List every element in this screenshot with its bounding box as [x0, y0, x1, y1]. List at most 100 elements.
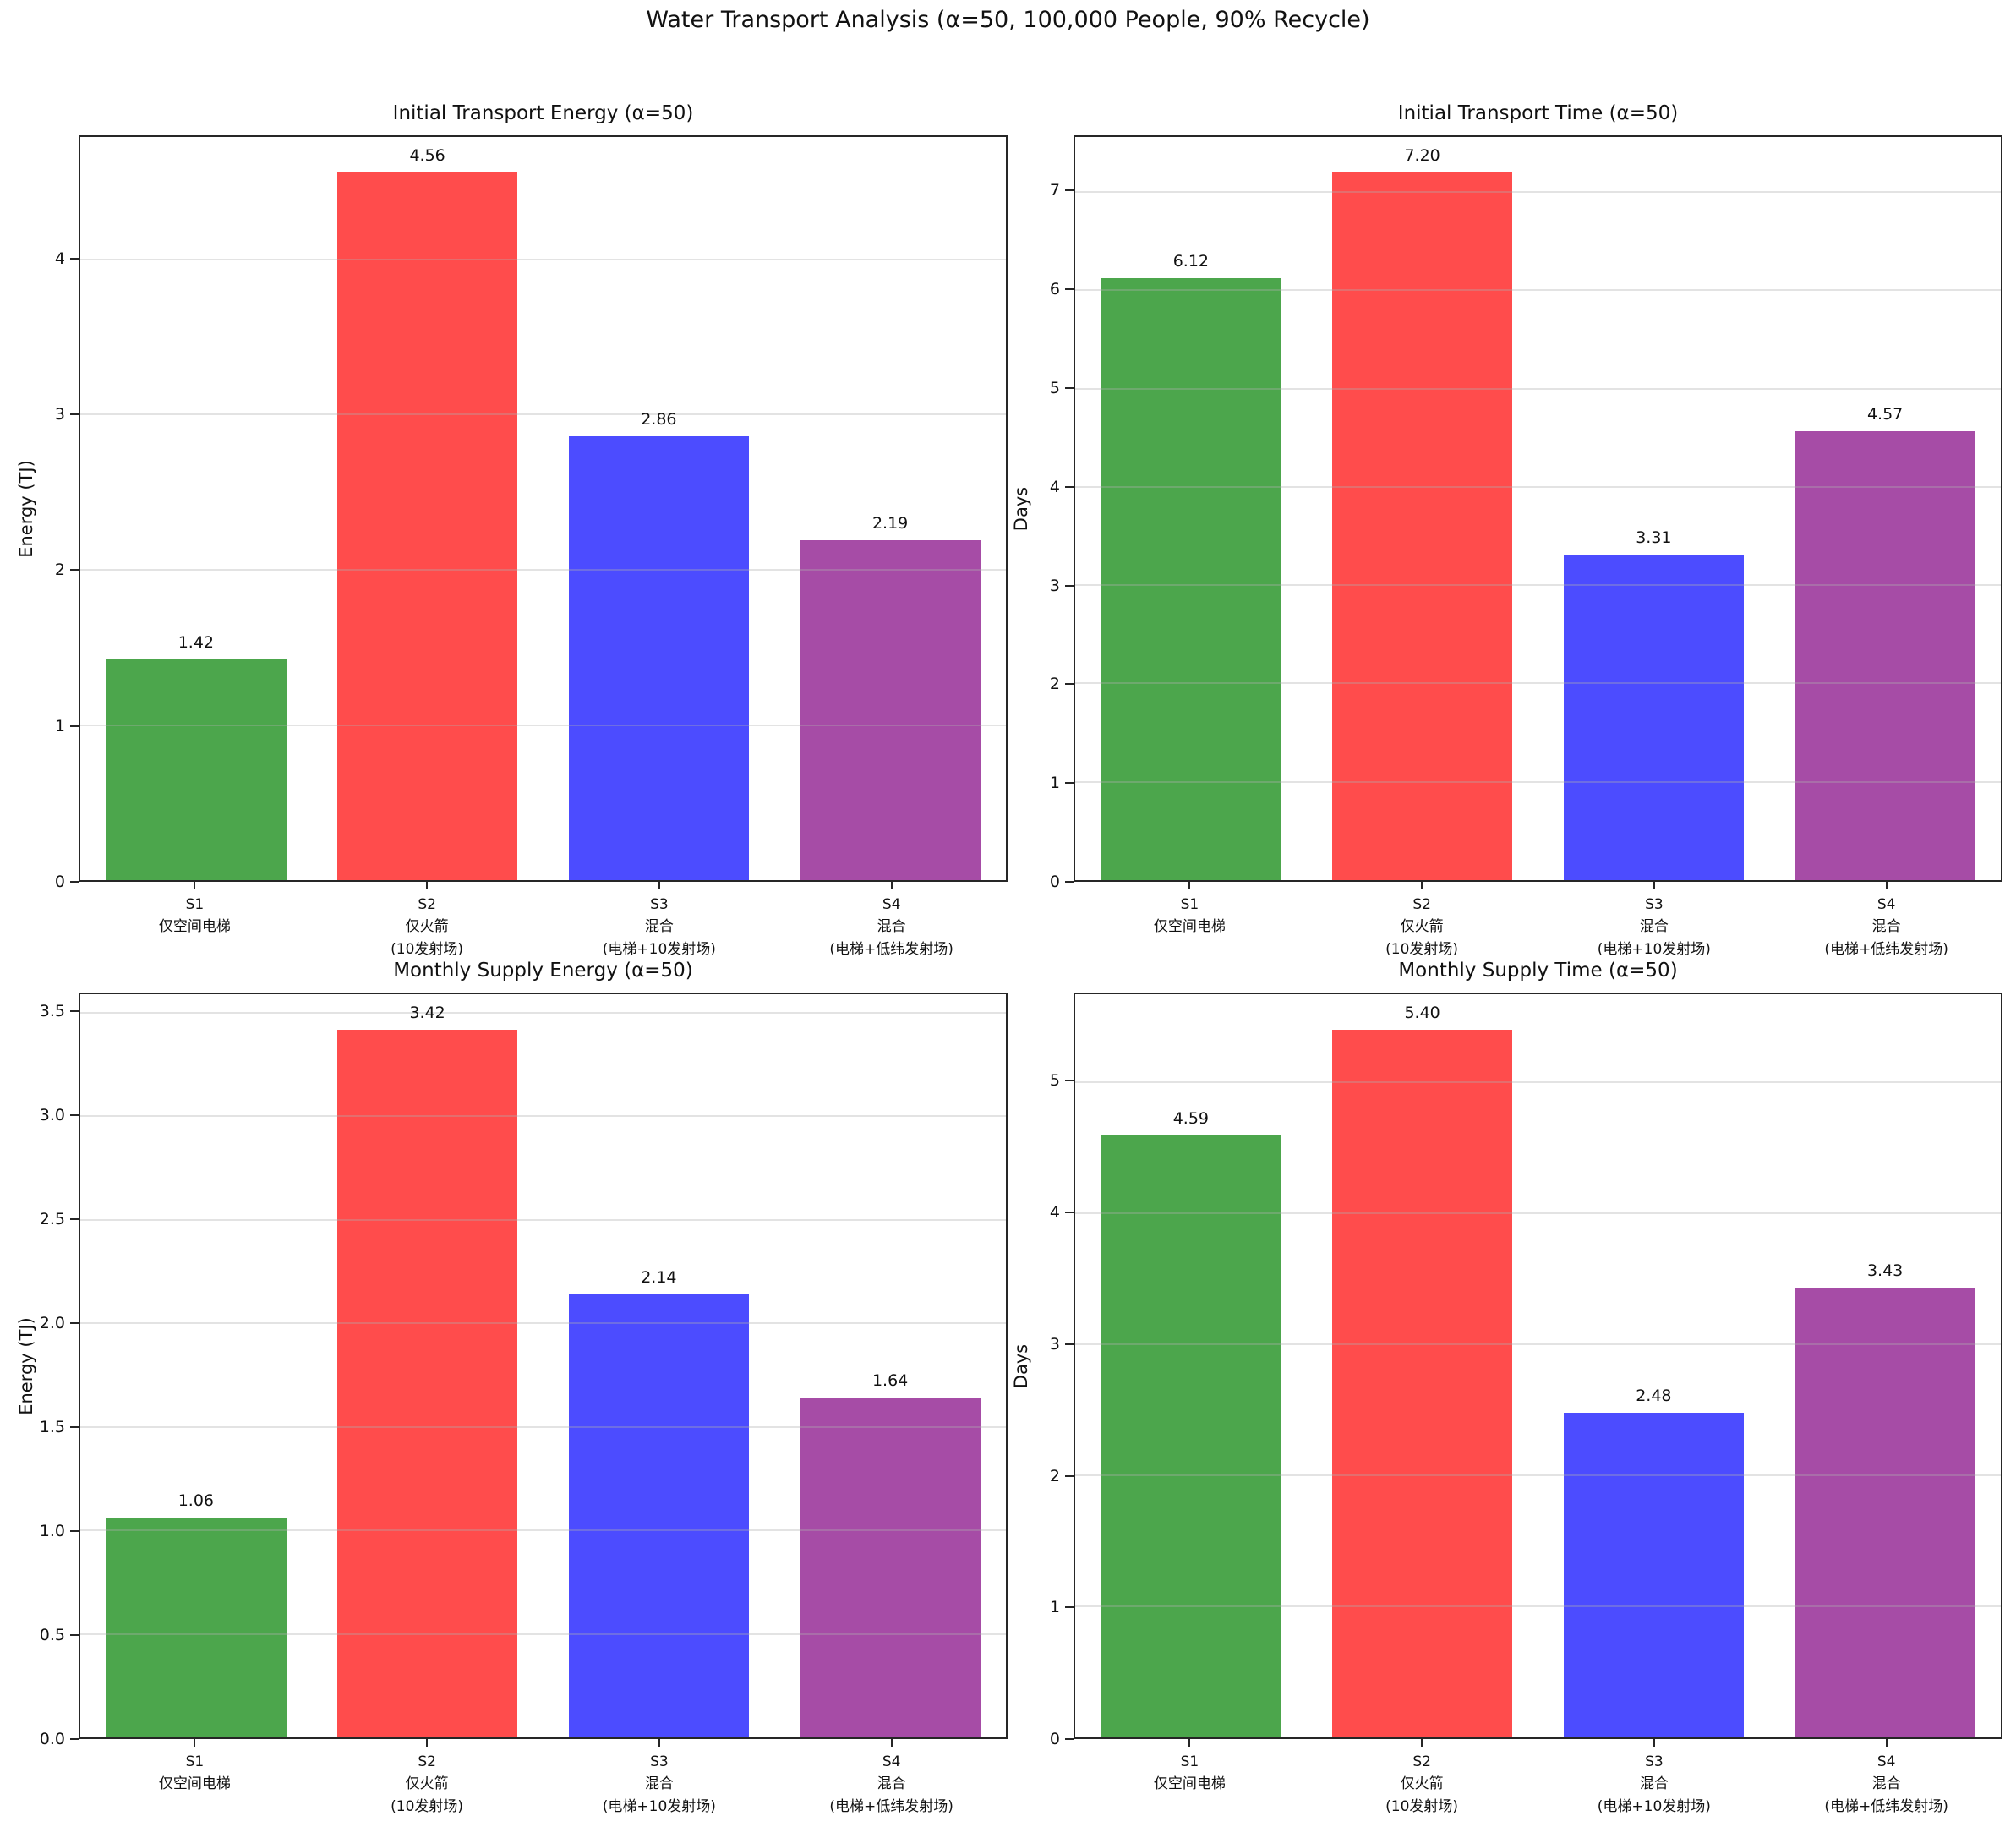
y-tick-label: 2	[1049, 1466, 1060, 1485]
y-tick-mark	[70, 569, 79, 572]
bar-value-label: 4.59	[1172, 1109, 1210, 1129]
figure-title: Water Transport Analysis (α=50, 100,000 …	[646, 7, 1370, 33]
gridline	[1075, 387, 2001, 390]
subplot-title: Initial Transport Time (α=50)	[1397, 102, 1679, 124]
y-tick-mark	[1065, 1343, 1074, 1345]
subplot-monthly-supply-energy: Monthly Supply Energy (α=50) Energy (TJ)…	[0, 938, 1021, 1827]
gridline	[80, 1218, 1006, 1221]
bar-s1	[106, 659, 287, 880]
y-tick-mark	[70, 413, 79, 415]
x-category-label: S3 混合 (电梯+10发射场)	[1597, 896, 1711, 958]
subplot-title: Monthly Supply Time (α=50)	[1398, 960, 1678, 982]
gridline	[80, 1529, 1006, 1532]
y-tick-label: 1	[1049, 1598, 1060, 1617]
plot-area: Energy (TJ) 1.06 3.42 2.14 1.64	[16, 993, 1008, 1739]
bar-s2	[1331, 1029, 1513, 1737]
gridline	[80, 1115, 1006, 1118]
plot-area: Days 4.59 5.40 2.48 3.43	[1011, 993, 2002, 1739]
x-category-label: S4 混合 (电梯+低纬发射场)	[1824, 1753, 1948, 1815]
y-tick-mark	[1065, 1474, 1074, 1477]
y-tick-label: 3	[54, 404, 65, 424]
x-tick-mark	[194, 882, 196, 889]
bar-value-label: 6.12	[1172, 252, 1210, 271]
bar-s4	[800, 540, 981, 880]
y-tick-mark	[70, 1426, 79, 1429]
bar-s3	[1563, 1412, 1745, 1737]
x-tick-mark	[1653, 882, 1655, 889]
y-tick-mark	[1065, 1606, 1074, 1609]
y-tick-mark	[1065, 387, 1074, 389]
x-tick-mark	[1885, 1739, 1888, 1747]
gridline	[1075, 584, 2001, 587]
bar-s4	[1795, 1288, 1975, 1737]
y-tick-label: 3.0	[39, 1106, 65, 1125]
gridline	[1075, 1474, 2001, 1476]
y-tick-label: 2.0	[39, 1314, 65, 1333]
gridline	[1075, 1212, 2001, 1214]
gridline	[80, 569, 1006, 571]
gridline	[1075, 1605, 2001, 1607]
y-tick-mark	[1065, 782, 1074, 785]
y-tick-mark	[1065, 288, 1074, 291]
y-tick-label: 4	[54, 249, 65, 268]
bar-s4	[1795, 430, 1975, 880]
x-category-label: S3 混合 (电梯+10发射场)	[602, 896, 716, 958]
bar-s3	[568, 436, 750, 880]
subplot-title: Initial Transport Energy (α=50)	[392, 102, 694, 124]
x-tick-mark	[1885, 882, 1888, 889]
y-tick-label: 4	[1049, 1203, 1060, 1223]
y-axis-label: Energy (TJ)	[16, 459, 36, 558]
x-category-label: S1 仅空间电梯	[158, 896, 231, 936]
x-category-label: S4 混合 (电梯+低纬发射场)	[829, 1753, 953, 1815]
gridline	[80, 1012, 1006, 1015]
y-tick-mark	[1065, 1212, 1074, 1214]
y-tick-mark	[1065, 1080, 1074, 1082]
bar-value-label: 2.48	[1636, 1386, 1672, 1405]
x-category-label: S1 仅空间电梯	[158, 1753, 231, 1793]
x-category-label: S2 仅火箭 (10发射场)	[1385, 1753, 1459, 1815]
y-tick-label: 1.5	[39, 1418, 65, 1437]
y-tick-mark	[1065, 1738, 1074, 1740]
y-tick-label: 0	[54, 872, 65, 891]
y-tick-mark	[1065, 881, 1074, 883]
y-tick-mark	[1065, 683, 1074, 686]
subplot-initial-transport-energy: Initial Transport Energy (α=50) Energy (…	[0, 80, 1021, 970]
x-tick-mark	[890, 1739, 893, 1747]
y-tick-label: 2	[1049, 675, 1060, 694]
y-tick-label: 7	[1049, 181, 1060, 200]
y-tick-mark	[70, 1634, 79, 1637]
bar-s1	[1101, 278, 1281, 880]
plot-area: Energy (TJ) 1.42 4.56 2.86 2.19	[16, 135, 1008, 882]
gridline	[1075, 485, 2001, 488]
x-tick-mark	[890, 882, 893, 889]
bar-value-label: 2.86	[641, 410, 677, 429]
plot-area: Days 6.12 7.20 3.31 4.57	[1011, 135, 2002, 882]
bar-value-label: 4.56	[409, 146, 445, 166]
gridline	[80, 413, 1006, 416]
x-category-label: S4 混合 (电梯+低纬发射场)	[829, 896, 953, 958]
bar-value-label: 7.20	[1404, 145, 1440, 165]
subplot-title: Monthly Supply Energy (α=50)	[393, 960, 693, 982]
y-tick-mark	[70, 1114, 79, 1117]
y-tick-label: 0.0	[39, 1730, 65, 1748]
y-tick-label: 5	[1049, 379, 1060, 397]
bar-value-label: 1.42	[178, 633, 215, 653]
gridline	[80, 1425, 1006, 1428]
y-tick-mark	[70, 1010, 79, 1013]
y-tick-mark	[70, 1218, 79, 1221]
y-tick-label: 1.0	[39, 1522, 65, 1541]
gridline	[80, 1322, 1006, 1325]
bar-value-label: 2.19	[871, 514, 909, 533]
x-tick-mark	[1653, 1739, 1655, 1747]
x-tick-mark	[1188, 882, 1191, 889]
y-tick-mark	[1065, 485, 1074, 488]
y-tick-mark	[70, 257, 79, 260]
x-category-label: S2 仅火箭 (10发射场)	[391, 1753, 464, 1815]
subplot-initial-transport-time: Initial Transport Time (α=50) Days 6.12 7…	[995, 80, 2016, 970]
y-tick-mark	[70, 725, 79, 727]
y-tick-mark	[70, 1738, 79, 1740]
y-tick-mark	[70, 1530, 79, 1533]
bar-s3	[568, 1294, 750, 1737]
bar-value-label: 2.14	[641, 1268, 677, 1288]
gridline	[1075, 289, 2001, 292]
